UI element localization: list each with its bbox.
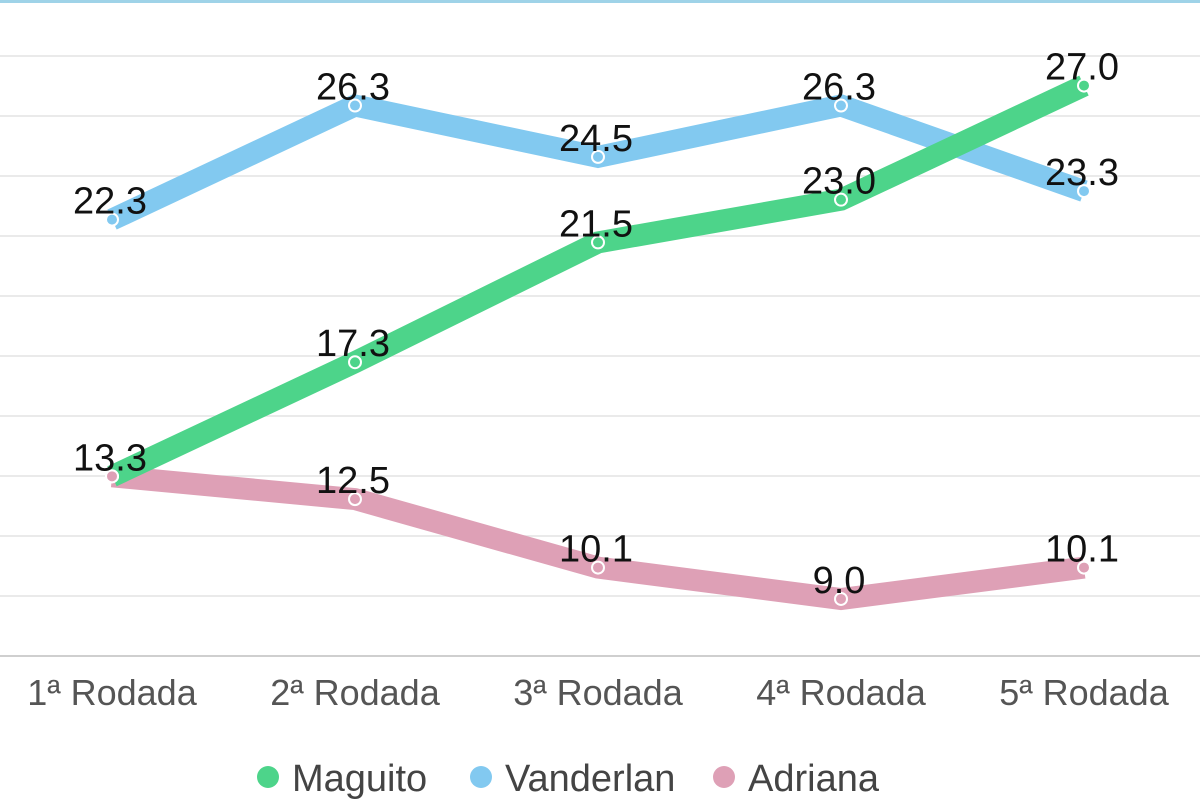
data-point-maguito (834, 192, 848, 207)
x-tick-label: 5ª Rodada (999, 672, 1169, 713)
data-point-maguito (348, 355, 362, 370)
x-tick-label: 1ª Rodada (27, 672, 197, 713)
legend-marker-adriana (713, 766, 735, 788)
data-label-vanderlan: 22.3 (73, 181, 147, 223)
x-axis-tick-labels: 1ª Rodada 2ª Rodada 3ª Rodada 4ª Rodada 5ª R… (27, 672, 1169, 713)
data-label-vanderlan: 23.3 (1045, 152, 1119, 194)
data-label-maguito: 17.3 (316, 323, 390, 365)
data-point-vanderlan (1077, 184, 1091, 199)
data-label-adriana: 12.5 (316, 460, 390, 502)
legend-marker-maguito (257, 766, 279, 788)
data-point-adriana (591, 560, 605, 575)
legend-label-vanderlan: Vanderlan (505, 758, 675, 800)
data-label-maguito: 21.5 (559, 203, 633, 245)
data-label-adriana: 10.1 (1045, 529, 1119, 571)
data-label-vanderlan: 26.3 (316, 67, 390, 109)
data-label-maguito: 23.0 (802, 161, 876, 203)
legend-label-maguito: Maguito (292, 758, 427, 800)
data-label-adriana: 13.3 (73, 437, 147, 479)
data-point-maguito (591, 235, 605, 250)
data-point-vanderlan (105, 212, 119, 227)
legend: Maguito Vanderlan Adriana (257, 758, 880, 800)
data-point-vanderlan (348, 98, 362, 113)
data-point-vanderlan (591, 149, 605, 164)
legend-label-adriana: Adriana (748, 758, 880, 800)
data-label-maguito: 27.0 (1045, 47, 1119, 89)
data-labels: 17.3 21.5 23.0 27.0 22.3 26.3 24.5 26.3 23.3 13.3… (73, 47, 1119, 602)
x-tick-label: 3ª Rodada (513, 672, 683, 713)
data-point-maguito (1077, 78, 1091, 93)
legend-marker-vanderlan (470, 766, 492, 788)
data-point-adriana (834, 591, 848, 606)
data-label-vanderlan: 26.3 (802, 67, 876, 109)
data-point-vanderlan (834, 98, 848, 113)
data-label-adriana: 10.1 (559, 529, 633, 571)
x-tick-label: 4ª Rodada (756, 672, 926, 713)
data-points (105, 78, 1091, 606)
data-point-adriana (105, 469, 119, 484)
data-label-vanderlan: 24.5 (559, 118, 633, 160)
data-label-adriana: 9.0 (813, 560, 866, 602)
data-point-adriana (1077, 560, 1091, 575)
data-point-adriana (348, 492, 362, 507)
x-tick-label: 2ª Rodada (270, 672, 440, 713)
